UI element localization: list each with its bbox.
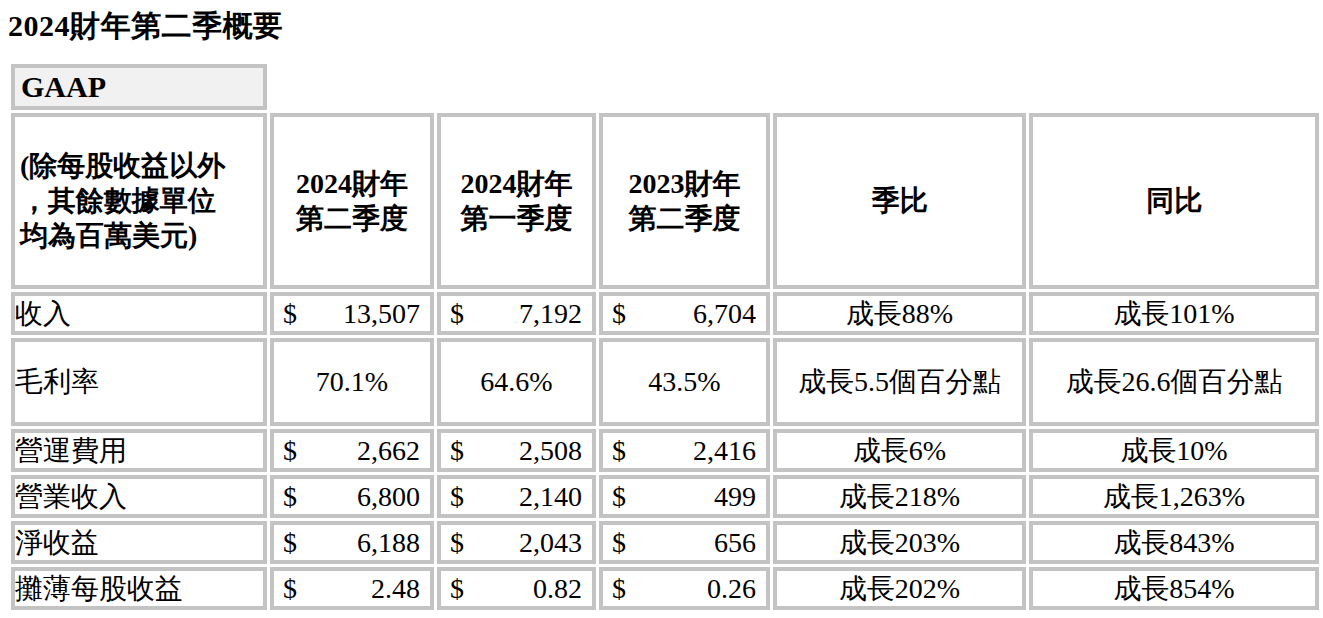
- dollar-sign: $: [283, 296, 297, 331]
- amount: 2,508: [519, 433, 582, 468]
- amount: 656: [714, 525, 756, 560]
- table-header-row: (除每股收益以外 ，其餘數據單位 均為百萬美元) 2024財年 第二季度 202…: [11, 113, 1319, 289]
- value-fy2023-q2: $499: [599, 475, 770, 518]
- value-fy2024-q1: $0.82: [437, 567, 596, 610]
- metric-label: 攤薄每股收益: [11, 567, 267, 610]
- value-fy2024-q2: $6,800: [270, 475, 434, 518]
- value-fy2023-q2: 43.5%: [599, 338, 770, 426]
- dollar-sign: $: [450, 433, 464, 468]
- page-title: 2024財年第二季概要: [8, 6, 1323, 47]
- metric-label: 淨收益: [11, 521, 267, 564]
- value-fy2023-q2: $6,704: [599, 292, 770, 335]
- yoy-change: 成長10%: [1029, 429, 1319, 472]
- value-fy2023-q2: $2,416: [599, 429, 770, 472]
- amount: 0.26: [707, 571, 756, 606]
- amount: 2,043: [519, 525, 582, 560]
- column-header-units-note: (除每股收益以外 ，其餘數據單位 均為百萬美元): [11, 113, 267, 289]
- value-fy2024-q2: $2.48: [270, 567, 434, 610]
- yoy-change: 成長843%: [1029, 521, 1319, 564]
- value-fy2024-q1: $7,192: [437, 292, 596, 335]
- dollar-sign: $: [283, 479, 297, 514]
- value-fy2024-q1: $2,508: [437, 429, 596, 472]
- dollar-sign: $: [612, 571, 626, 606]
- qoq-change: 成長218%: [773, 475, 1026, 518]
- dollar-sign: $: [612, 296, 626, 331]
- dollar-sign: $: [283, 571, 297, 606]
- qoq-change: 成長5.5個百分點: [773, 338, 1026, 426]
- value-fy2024-q1: $2,043: [437, 521, 596, 564]
- dollar-sign: $: [283, 525, 297, 560]
- value-fy2023-q2: $0.26: [599, 567, 770, 610]
- dollar-sign: $: [612, 525, 626, 560]
- amount: 7,192: [519, 296, 582, 331]
- dollar-sign: $: [612, 433, 626, 468]
- table-row-operating-income: 營業收入 $6,800 $2,140 $499 成長218% 成長1,263%: [11, 475, 1319, 518]
- yoy-change: 成長101%: [1029, 292, 1319, 335]
- amount: 6,800: [357, 479, 420, 514]
- table-row-gross-margin: 毛利率 70.1% 64.6% 43.5% 成長5.5個百分點 成長26.6個百…: [11, 338, 1319, 426]
- amount: 2,662: [357, 433, 420, 468]
- yoy-change: 成長1,263%: [1029, 475, 1319, 518]
- column-header-yoy: 同比: [1029, 113, 1319, 289]
- document-page: 2024財年第二季概要 GAAP (除每股收益以外 ，其餘數據單位 均為百萬美元…: [0, 0, 1323, 613]
- amount: 2,140: [519, 479, 582, 514]
- value-fy2023-q2: $656: [599, 521, 770, 564]
- qoq-change: 成長203%: [773, 521, 1026, 564]
- metric-label: 營業收入: [11, 475, 267, 518]
- amount: 499: [714, 479, 756, 514]
- metric-label: 毛利率: [11, 338, 267, 426]
- table-row-net-income: 淨收益 $6,188 $2,043 $656 成長203% 成長843%: [11, 521, 1319, 564]
- column-header-fy2023-q2: 2023財年 第二季度: [599, 113, 770, 289]
- column-header-qoq: 季比: [773, 113, 1026, 289]
- dollar-sign: $: [450, 479, 464, 514]
- dollar-sign: $: [612, 479, 626, 514]
- table-row-revenue: 收入 $13,507 $7,192 $6,704 成長88% 成長101%: [11, 292, 1319, 335]
- amount: 13,507: [343, 296, 420, 331]
- yoy-change: 成長26.6個百分點: [1029, 338, 1319, 426]
- gaap-row-spacer: [270, 64, 1319, 110]
- metric-label: 收入: [11, 292, 267, 335]
- value-fy2024-q2: $2,662: [270, 429, 434, 472]
- table-row-diluted-eps: 攤薄每股收益 $2.48 $0.82 $0.26 成長202% 成長854%: [11, 567, 1319, 610]
- gaap-section-label: GAAP: [11, 64, 267, 110]
- gaap-section-row: GAAP: [11, 64, 1319, 110]
- value-fy2024-q1: $2,140: [437, 475, 596, 518]
- qoq-change: 成長88%: [773, 292, 1026, 335]
- value-fy2024-q1: 64.6%: [437, 338, 596, 426]
- dollar-sign: $: [450, 525, 464, 560]
- dollar-sign: $: [450, 296, 464, 331]
- qoq-change: 成長6%: [773, 429, 1026, 472]
- amount: 2,416: [693, 433, 756, 468]
- column-header-fy2024-q1: 2024財年 第一季度: [437, 113, 596, 289]
- value-fy2024-q2: 70.1%: [270, 338, 434, 426]
- dollar-sign: $: [450, 571, 464, 606]
- amount: 6,704: [693, 296, 756, 331]
- yoy-change: 成長854%: [1029, 567, 1319, 610]
- amount: 2.48: [371, 571, 420, 606]
- amount: 6,188: [357, 525, 420, 560]
- value-fy2024-q2: $6,188: [270, 521, 434, 564]
- value-fy2024-q2: $13,507: [270, 292, 434, 335]
- financial-summary-table: GAAP (除每股收益以外 ，其餘數據單位 均為百萬美元) 2024財年 第二季…: [8, 61, 1322, 613]
- dollar-sign: $: [283, 433, 297, 468]
- table-row-operating-expenses: 營運費用 $2,662 $2,508 $2,416 成長6% 成長10%: [11, 429, 1319, 472]
- column-header-fy2024-q2: 2024財年 第二季度: [270, 113, 434, 289]
- amount: 0.82: [533, 571, 582, 606]
- qoq-change: 成長202%: [773, 567, 1026, 610]
- metric-label: 營運費用: [11, 429, 267, 472]
